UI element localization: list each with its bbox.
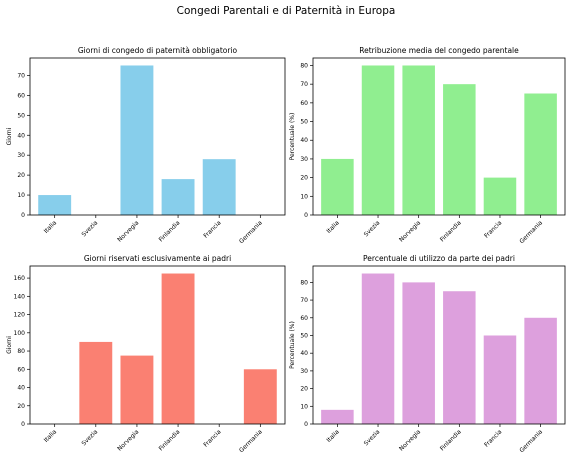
y-tick-label: 20: [17, 403, 25, 410]
y-tick-label: 120: [14, 312, 26, 319]
y-tick-label: 10: [17, 192, 25, 199]
y-tick-label: 0: [304, 212, 308, 219]
y-tick-label: 40: [17, 132, 25, 139]
y-tick-label: 60: [300, 315, 308, 322]
subplot-title: Percentuale di utilizzo da parte dei pad…: [363, 254, 515, 263]
y-axis-label: Giorni: [6, 336, 13, 354]
x-tick-label: Germania: [518, 219, 544, 245]
y-tick-label: 160: [14, 275, 26, 282]
y-tick-label: 140: [14, 293, 26, 300]
y-tick-label: 20: [17, 172, 25, 179]
bar-germania: [524, 317, 557, 424]
subplot-title: Retribuzione media del congedo parentale: [359, 46, 519, 55]
x-tick-label: Svezia: [80, 219, 99, 238]
plot-frame: [312, 265, 566, 425]
y-tick-label: 30: [300, 368, 308, 375]
bar-francia: [483, 177, 517, 215]
subplot-1: Giorni di congedo di paternità obbligato…: [6, 46, 286, 245]
y-axis-label: Percentuale (%): [289, 113, 296, 161]
y-tick-label: 50: [300, 119, 308, 126]
y-tick-label: 80: [300, 279, 308, 286]
y-axis-label: Percentuale (%): [289, 321, 296, 369]
y-axis-label: Giorni: [6, 127, 13, 145]
bar-finlandia: [161, 273, 195, 424]
y-tick-label: 50: [300, 332, 308, 339]
x-tick-label: Finlandia: [439, 219, 463, 243]
bar-finlandia: [443, 84, 476, 215]
x-tick-label: Norvegia: [116, 428, 140, 452]
y-tick-label: 0: [304, 421, 308, 428]
subplot-title: Giorni riservati esclusivamente ai padri: [84, 254, 231, 263]
y-tick-label: 100: [14, 330, 26, 337]
y-tick-label: 80: [300, 62, 308, 69]
x-tick-label: Italia: [43, 428, 59, 444]
bar-svezia: [361, 65, 395, 215]
x-tick-label: Svezia: [363, 219, 382, 238]
y-tick-label: 0: [21, 421, 25, 428]
x-tick-label: Francia: [202, 428, 222, 448]
y-tick-label: 60: [300, 100, 308, 107]
y-tick-label: 60: [17, 366, 25, 373]
x-tick-label: Norvegia: [398, 219, 422, 243]
x-tick-label: Finlandia: [158, 428, 182, 452]
x-tick-label: Finlandia: [158, 219, 182, 243]
bar-germania: [524, 93, 557, 215]
plot-frame: [312, 57, 566, 216]
bar-germania: [243, 369, 277, 424]
y-tick-label: 10: [300, 193, 308, 200]
y-tick-label: 40: [17, 385, 25, 392]
bar-norvegia: [120, 65, 154, 215]
bar-norvegia: [402, 65, 435, 215]
plot-frame: [29, 265, 286, 425]
bar-finlandia: [161, 179, 195, 215]
bar-finlandia: [443, 291, 476, 424]
subplot-2: Retribuzione media del congedo parentale…: [289, 46, 566, 245]
x-tick-label: Finlandia: [439, 428, 463, 452]
y-tick-label: 50: [17, 112, 25, 119]
y-tick-label: 30: [17, 152, 25, 159]
bar-francia: [483, 335, 517, 424]
subplot-4: Percentuale di utilizzo da parte dei pad…: [289, 254, 566, 454]
x-tick-label: Svezia: [363, 428, 382, 447]
bar-norvegia: [402, 282, 435, 424]
x-tick-label: Norvegia: [116, 219, 140, 243]
y-tick-label: 70: [300, 81, 308, 88]
x-tick-label: Francia: [202, 219, 222, 239]
subplot-3: Giorni riservati esclusivamente ai padri…: [6, 254, 286, 454]
bar-italia: [321, 158, 354, 215]
x-tick-label: Germania: [518, 428, 544, 454]
bar-francia: [202, 159, 236, 215]
y-tick-label: 70: [17, 72, 25, 79]
x-tick-label: Francia: [483, 428, 503, 448]
bar-italia: [321, 409, 354, 424]
y-tick-label: 0: [21, 212, 25, 219]
y-tick-label: 20: [300, 175, 308, 182]
x-tick-label: Francia: [483, 219, 503, 239]
x-tick-label: Svezia: [80, 428, 99, 447]
y-tick-label: 20: [300, 386, 308, 393]
x-tick-label: Germania: [238, 428, 264, 454]
bar-italia: [38, 195, 72, 215]
bar-norvegia: [120, 355, 154, 424]
subplot-title: Giorni di congedo di paternità obbligato…: [78, 46, 238, 55]
y-tick-label: 40: [300, 350, 308, 357]
y-tick-label: 10: [300, 403, 308, 410]
y-tick-label: 30: [300, 156, 308, 163]
x-tick-label: Germania: [238, 219, 264, 245]
x-tick-label: Norvegia: [398, 428, 422, 452]
x-tick-label: Italia: [325, 219, 341, 235]
y-tick-label: 80: [17, 348, 25, 355]
y-tick-label: 60: [17, 92, 25, 99]
figure-title: Congedi Parentali e di Paternità in Euro…: [176, 5, 396, 17]
bar-svezia: [79, 341, 113, 424]
bar-svezia: [361, 273, 395, 424]
y-tick-label: 70: [300, 297, 308, 304]
x-tick-label: Italia: [43, 219, 59, 235]
y-tick-label: 40: [300, 137, 308, 144]
plot-frame: [29, 57, 286, 216]
x-tick-label: Italia: [325, 428, 341, 444]
